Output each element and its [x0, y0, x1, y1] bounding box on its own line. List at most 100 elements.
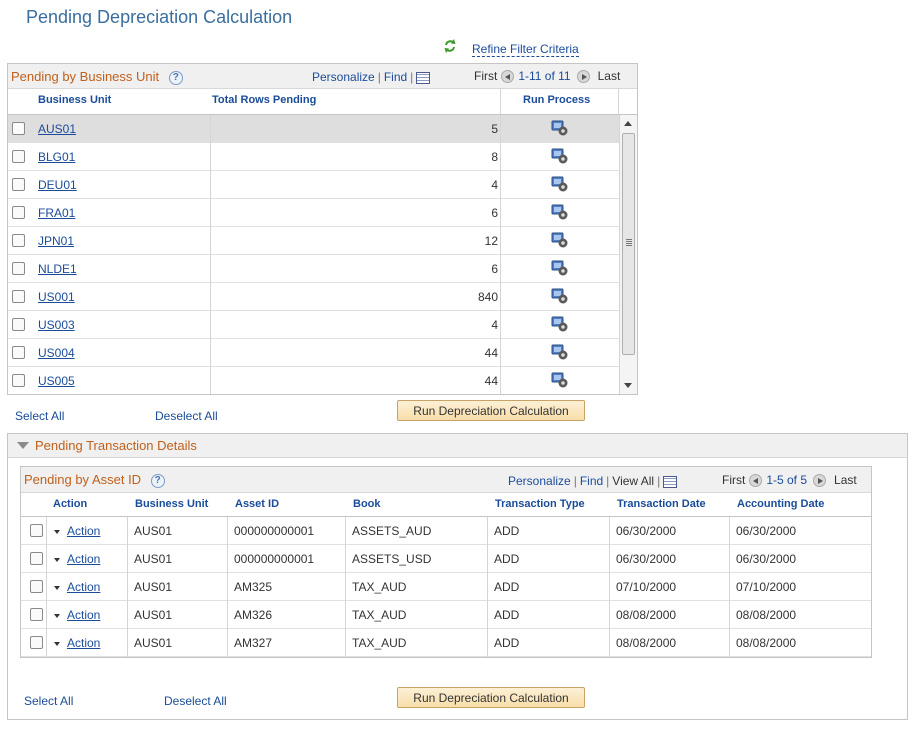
run-process-icon[interactable] [551, 287, 569, 305]
business-unit-link[interactable]: JPN01 [38, 234, 75, 248]
refresh-icon[interactable] [442, 38, 458, 54]
table-row[interactable]: JPN01 12 [8, 227, 619, 255]
business-unit-link[interactable]: US003 [38, 318, 75, 332]
table-row[interactable]: Action AUS01 AM325 TAX_AUD ADD 07/10/2000 07/1… [21, 573, 871, 601]
col-accounting-date[interactable]: Accounting Date [737, 498, 825, 510]
action-menu[interactable]: Action [54, 517, 100, 545]
find-link[interactable]: Find [579, 474, 604, 488]
row-checkbox[interactable] [12, 206, 25, 219]
deselect-all-link[interactable]: Deselect All [155, 409, 218, 423]
row-checkbox[interactable] [12, 262, 25, 275]
table-row[interactable]: Action AUS01 AM327 TAX_AUD ADD 08/08/2000 08/0… [21, 629, 871, 657]
run-process-icon[interactable] [551, 147, 569, 165]
run-depreciation-button[interactable]: Run Depreciation Calculation [397, 687, 585, 708]
row-checkbox[interactable] [30, 524, 43, 537]
grid-nav-links: Personalize | Find | [312, 70, 431, 84]
section-header[interactable]: Pending Transaction Details [8, 434, 907, 458]
row-checkbox[interactable] [12, 150, 25, 163]
find-link[interactable]: Find [383, 70, 408, 84]
action-menu[interactable]: Action [54, 545, 100, 573]
run-process-icon[interactable] [551, 259, 569, 277]
run-process-icon[interactable] [551, 315, 569, 333]
view-all-link[interactable]: View All [612, 474, 655, 488]
action-menu[interactable]: Action [54, 629, 100, 657]
asset-id-value: AM326 [234, 608, 273, 622]
row-checkbox[interactable] [30, 608, 43, 621]
business-unit-link[interactable]: US001 [38, 290, 75, 304]
next-page-icon[interactable] [813, 473, 827, 487]
pending-by-asset-id-grid: Pending by Asset ID ? Personalize | Find | V… [20, 466, 872, 658]
action-menu[interactable]: Action [54, 573, 100, 601]
dropdown-caret-icon[interactable] [54, 557, 60, 562]
business-unit-link[interactable]: US005 [38, 374, 75, 388]
spreadsheet-icon[interactable] [663, 475, 678, 488]
table-row[interactable]: Action AUS01 000000000001 ASSETS_USD ADD 06/3… [21, 545, 871, 573]
transaction-type-value: ADD [494, 636, 520, 650]
select-all-link[interactable]: Select All [15, 409, 65, 423]
business-unit-link[interactable]: BLG01 [38, 150, 76, 164]
row-checkbox[interactable] [12, 290, 25, 303]
table-row[interactable]: Action AUS01 000000000001 ASSETS_AUD ADD 06/3… [21, 517, 871, 545]
run-process-icon[interactable] [551, 175, 569, 193]
table-row[interactable]: US004 44 [8, 339, 619, 367]
table-row[interactable]: FRA01 6 [8, 199, 619, 227]
table-row[interactable]: US005 44 [8, 367, 619, 394]
business-unit-link[interactable]: FRA01 [38, 206, 76, 220]
run-process-icon[interactable] [551, 119, 569, 137]
table-row[interactable]: Action AUS01 AM326 TAX_AUD ADD 08/08/2000 08/0… [21, 601, 871, 629]
business-unit-link[interactable]: NLDE1 [38, 262, 77, 276]
business-unit-link[interactable]: US004 [38, 346, 75, 360]
col-book[interactable]: Book [353, 498, 381, 510]
dropdown-caret-icon[interactable] [54, 641, 60, 646]
row-checkbox[interactable] [12, 318, 25, 331]
deselect-all-link[interactable]: Deselect All [164, 694, 227, 708]
col-business-unit[interactable]: Business Unit [38, 94, 112, 106]
prev-page-icon[interactable] [749, 473, 763, 487]
business-unit-link[interactable]: AUS01 [38, 122, 77, 136]
scroll-thumb[interactable] [622, 133, 635, 355]
row-checkbox[interactable] [30, 552, 43, 565]
dropdown-caret-icon[interactable] [54, 529, 60, 534]
col-transaction-date[interactable]: Transaction Date [617, 498, 706, 510]
section-title[interactable]: Pending Transaction Details [35, 438, 197, 453]
col-total-rows-pending[interactable]: Total Rows Pending [212, 94, 317, 106]
table-row[interactable]: US003 4 [8, 311, 619, 339]
action-menu[interactable]: Action [54, 601, 100, 629]
row-checkbox[interactable] [12, 178, 25, 191]
run-process-icon[interactable] [551, 203, 569, 221]
table-row[interactable]: US001 840 [8, 283, 619, 311]
prev-page-icon[interactable] [501, 69, 515, 83]
table-row[interactable]: DEU01 4 [8, 171, 619, 199]
personalize-link[interactable]: Personalize [508, 474, 571, 488]
next-page-icon[interactable] [576, 69, 590, 83]
business-unit-link[interactable]: DEU01 [38, 178, 77, 192]
col-transaction-type[interactable]: Transaction Type [495, 498, 585, 510]
run-process-icon[interactable] [551, 343, 569, 361]
row-checkbox[interactable] [12, 346, 25, 359]
run-process-icon[interactable] [551, 231, 569, 249]
refine-filter-link[interactable]: Refine Filter Criteria [472, 36, 579, 57]
col-business-unit[interactable]: Business Unit [135, 498, 209, 510]
table-row[interactable]: BLG01 8 [8, 143, 619, 171]
collapse-triangle-icon[interactable] [17, 442, 29, 449]
scroll-down-icon[interactable] [624, 383, 632, 388]
scroll-up-icon[interactable] [624, 121, 632, 126]
col-asset-id[interactable]: Asset ID [235, 498, 280, 510]
dropdown-caret-icon[interactable] [54, 585, 60, 590]
vertical-scrollbar[interactable] [619, 115, 637, 394]
row-checkbox[interactable] [12, 374, 25, 387]
personalize-link[interactable]: Personalize [312, 70, 375, 84]
run-process-icon[interactable] [551, 371, 569, 389]
dropdown-caret-icon[interactable] [54, 613, 60, 618]
run-depreciation-button[interactable]: Run Depreciation Calculation [397, 400, 585, 421]
help-icon[interactable]: ? [168, 70, 183, 85]
help-icon[interactable]: ? [150, 473, 165, 488]
spreadsheet-icon[interactable] [416, 71, 431, 84]
select-all-link[interactable]: Select All [24, 694, 74, 708]
table-row[interactable]: NLDE1 6 [8, 255, 619, 283]
row-checkbox[interactable] [12, 122, 25, 135]
table-row[interactable]: AUS01 5 [8, 115, 619, 143]
row-checkbox[interactable] [12, 234, 25, 247]
row-checkbox[interactable] [30, 580, 43, 593]
row-checkbox[interactable] [30, 636, 43, 649]
